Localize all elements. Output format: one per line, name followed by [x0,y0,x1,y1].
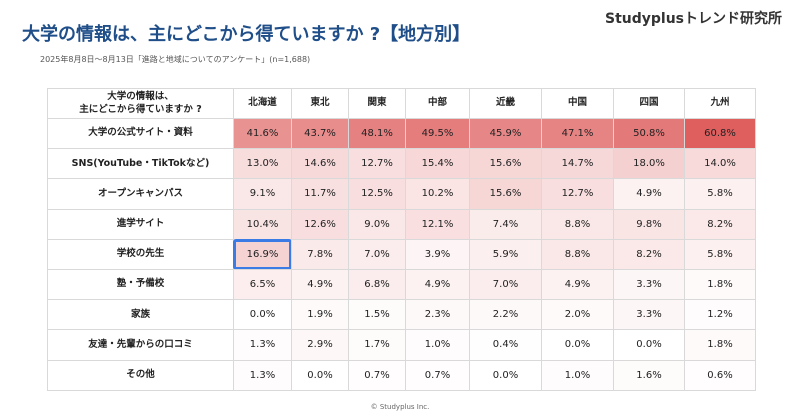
value-cell: 2.0% [541,299,614,331]
value-cell: 4.9% [613,178,685,210]
value-cell: 8.2% [613,238,685,270]
value-cell: 0.0% [541,329,614,361]
column-header: 中部 [405,88,470,119]
value-cell: 2.3% [405,299,470,331]
column-header: 中国 [541,88,614,119]
value-cell: 14.7% [541,148,614,180]
column-header: 近畿 [469,88,542,119]
value-cell: 0.0% [291,359,349,391]
value-cell: 5.9% [469,238,542,270]
brand: Studyplusトレンド研究所 [604,11,782,27]
value-cell: 4.9% [405,269,470,301]
value-cell: 8.8% [541,238,614,270]
row-label: 進学サイト [47,208,234,240]
value-cell: 47.1% [541,118,614,150]
column-header: 関東 [348,88,406,119]
value-cell: 16.9% [233,238,292,270]
value-cell: 1.0% [541,359,614,391]
value-cell: 15.4% [405,148,470,180]
value-cell: 8.2% [684,208,756,240]
value-cell: 1.8% [684,329,756,361]
value-cell: 2.2% [469,299,542,331]
value-cell: 15.6% [469,148,542,180]
value-cell: 8.8% [541,208,614,240]
value-cell: 1.2% [684,299,756,331]
value-cell: 0.7% [405,359,470,391]
value-cell: 2.9% [291,329,349,361]
footer: © Studyplus Inc. [370,403,430,411]
value-cell: 14.0% [684,148,756,180]
column-header: 九州 [684,88,756,119]
value-cell: 12.7% [348,148,406,180]
value-cell: 6.8% [348,269,406,301]
value-cell: 14.6% [291,148,349,180]
value-cell: 1.9% [291,299,349,331]
value-cell: 1.3% [233,329,292,361]
value-cell: 0.4% [469,329,542,361]
value-cell: 48.1% [348,118,406,150]
value-cell: 50.8% [613,118,685,150]
value-cell: 4.9% [541,269,614,301]
value-cell: 10.4% [233,208,292,240]
value-cell: 0.0% [469,359,542,391]
value-cell: 12.7% [541,178,614,210]
row-label: 家族 [47,299,234,331]
value-cell: 13.0% [233,148,292,180]
value-cell: 10.2% [405,178,470,210]
row-label: 学校の先生 [47,238,234,270]
value-cell: 45.9% [469,118,542,150]
row-label: SNS(YouTube・TikTokなど) [47,148,234,180]
value-cell: 0.7% [348,359,406,391]
value-cell: 7.0% [348,238,406,270]
column-header: 東北 [291,88,349,119]
column-header: 北海道 [233,88,292,119]
value-cell: 0.6% [684,359,756,391]
value-cell: 0.0% [233,299,292,331]
value-cell: 12.1% [405,208,470,240]
corner-header: 大学の情報は、 主にどこから得ていますか ? [47,88,234,119]
value-cell: 3.9% [405,238,470,270]
value-cell: 5.8% [684,238,756,270]
value-cell: 41.6% [233,118,292,150]
value-cell: 9.0% [348,208,406,240]
value-cell: 1.3% [233,359,292,391]
value-cell: 15.6% [469,178,542,210]
value-cell: 60.8% [684,118,756,150]
value-cell: 1.7% [348,329,406,361]
value-cell: 4.9% [291,269,349,301]
value-cell: 9.1% [233,178,292,210]
value-cell: 18.0% [613,148,685,180]
value-cell: 1.5% [348,299,406,331]
row-label: 塾・予備校 [47,269,234,301]
value-cell: 9.8% [613,208,685,240]
column-header: 四国 [613,88,685,119]
note: 2025年8月8日〜8月13日「進路と地域についてのアンケート」(n=1,688… [40,55,311,64]
value-cell: 49.5% [405,118,470,150]
value-cell: 6.5% [233,269,292,301]
value-cell: 3.3% [613,269,685,301]
value-cell: 12.6% [291,208,349,240]
value-cell: 11.7% [291,178,349,210]
value-cell: 43.7% [291,118,349,150]
row-label: オープンキャンパス [47,178,234,210]
value-cell: 5.8% [684,178,756,210]
value-cell: 12.5% [348,178,406,210]
row-label: その他 [47,359,234,391]
row-label: 大学の公式サイト・資料 [47,118,234,150]
row-label: 友達・先輩からの口コミ [47,329,234,361]
title: 大学の情報は、主にどこから得ていますか ?【地方別】 [22,24,471,45]
value-cell: 7.0% [469,269,542,301]
value-cell: 1.0% [405,329,470,361]
value-cell: 7.4% [469,208,542,240]
value-cell: 0.0% [613,329,685,361]
value-cell: 1.6% [613,359,685,391]
value-cell: 3.3% [613,299,685,331]
value-cell: 7.8% [291,238,349,270]
value-cell: 1.8% [684,269,756,301]
